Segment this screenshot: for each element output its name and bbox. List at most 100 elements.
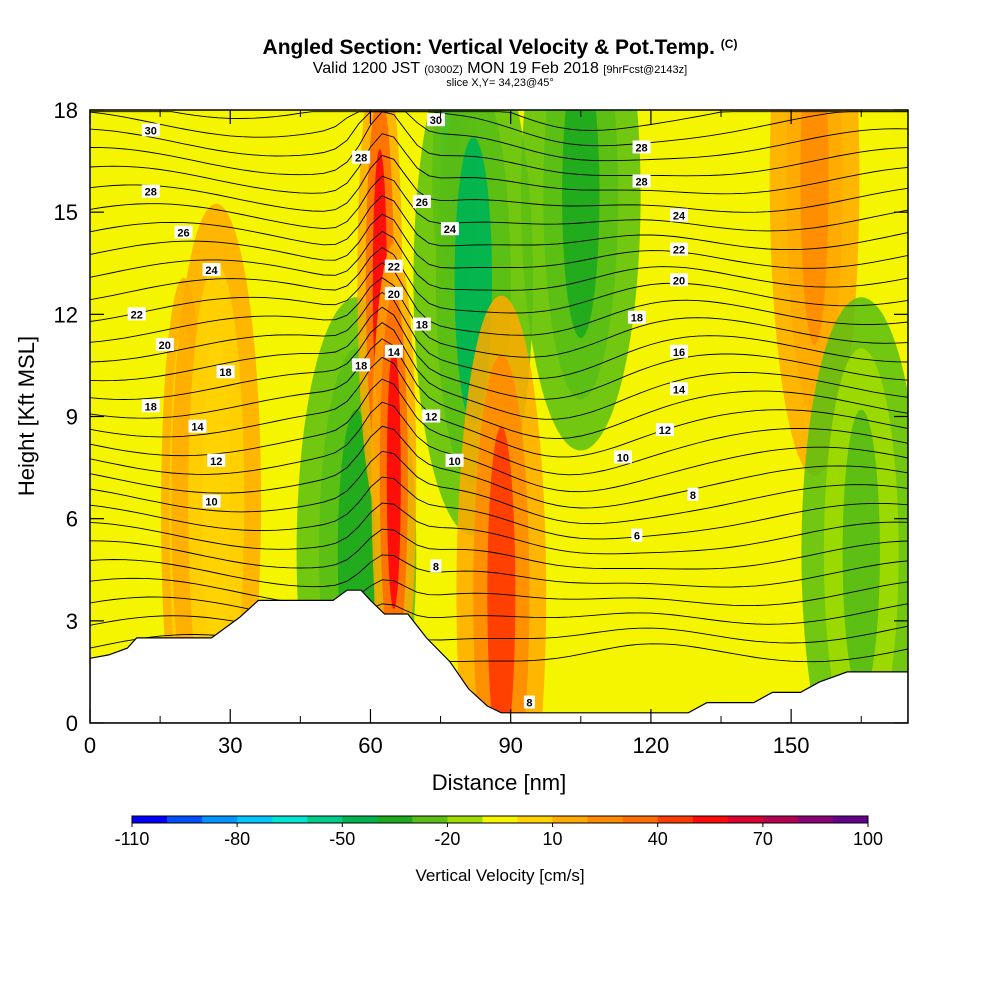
isentrope-label: 26 xyxy=(174,225,193,240)
isentrope-label-text: 22 xyxy=(673,245,685,257)
isentrope-label-bg xyxy=(202,494,221,508)
isentrope-label: 24 xyxy=(669,208,688,223)
isentrope-label: 8 xyxy=(430,559,442,573)
isentrope-line xyxy=(90,111,908,147)
isentrope-label: 24 xyxy=(440,222,459,236)
isentrope-line xyxy=(90,577,908,607)
isentrope-line xyxy=(90,554,908,588)
isentrope-label-bg xyxy=(613,450,632,464)
y-axis: 0 3 6 9 12 15 18 xyxy=(54,98,908,736)
isentrope-label-text: 8 xyxy=(526,698,532,710)
isentrope-label-bg xyxy=(655,423,674,437)
isentrope-line xyxy=(90,213,908,269)
chart-title-text: Angled Section: Vertical Velocity & Pot.… xyxy=(262,36,715,59)
isentrope-label-text: 12 xyxy=(210,456,222,468)
colorbar-swatch xyxy=(727,816,764,823)
isentrope-label: 18 xyxy=(412,317,431,332)
isentrope-label-bg xyxy=(384,344,403,358)
y-axis-title: Height [Kft MSL] xyxy=(14,336,39,496)
isentrope-label-bg xyxy=(155,337,174,351)
terrain-mask xyxy=(90,589,908,723)
isentrope-label-bg xyxy=(669,273,688,287)
isentrope-contours xyxy=(90,111,908,663)
isentrope-line xyxy=(90,230,908,291)
isentrope-label-text: 26 xyxy=(416,197,428,209)
colorbar-swatch xyxy=(797,816,834,823)
isentrope-label-bg xyxy=(669,242,688,256)
isentrope-label-text: 16 xyxy=(673,347,685,359)
isentrope-label-text: 6 xyxy=(634,531,640,543)
isentrope-line xyxy=(90,378,908,476)
isentrope-line xyxy=(90,401,908,493)
isentrope-label-bg xyxy=(216,365,235,379)
colorbar-swatch xyxy=(202,816,238,823)
isentrope-label: 22 xyxy=(669,242,688,257)
isentrope-label: 16 xyxy=(669,344,688,359)
isentrope-label-bg xyxy=(523,695,535,709)
colorbar-swatch xyxy=(482,816,519,823)
isentrope-line xyxy=(90,338,908,440)
isentrope-label: 18 xyxy=(627,310,646,325)
forecast-info: [9hrFcst@2143z] xyxy=(603,64,688,76)
isentrope-label-bg xyxy=(412,194,431,208)
isentrope-label-bg xyxy=(669,208,688,222)
y-tick-label: 0 xyxy=(66,711,78,736)
valid-time-utc: (0300Z) xyxy=(424,64,463,76)
isentrope-labels: 30 28 26 24 22 20 18 18 14 12 10 30 28 26 24 22 20 18 18 14… xyxy=(127,113,699,710)
y-tick-label: 9 xyxy=(66,405,78,430)
isentrope-line xyxy=(90,306,908,400)
colorbar-label: -50 xyxy=(329,829,355,849)
isentrope-label-text: 18 xyxy=(219,367,231,379)
isentrope-line xyxy=(90,502,908,555)
colorbar-swatch xyxy=(517,816,554,823)
isentrope-label: 22 xyxy=(127,307,146,321)
isentrope-label-text: 14 xyxy=(388,347,401,359)
colorbar-swatch xyxy=(307,816,343,823)
x-tick-label: 0 xyxy=(84,733,96,758)
isentrope-line xyxy=(90,246,908,314)
isentrope-label-bg xyxy=(207,453,226,467)
isentrope-label-text: 10 xyxy=(448,456,460,468)
isentrope-label-bg xyxy=(384,286,403,300)
colorbar-frame xyxy=(131,815,869,824)
y-tick-label: 18 xyxy=(54,98,78,123)
isentrope-line xyxy=(90,133,908,195)
valid-time: Valid 1200 JST xyxy=(312,60,420,77)
isentrope-label-text: 28 xyxy=(635,177,647,189)
isentrope-label: 28 xyxy=(141,184,160,199)
x-axis-title: Distance [nm] xyxy=(432,770,567,795)
colorbar-label: -110 xyxy=(115,829,150,849)
isentrope-label: 10 xyxy=(613,450,632,464)
isentrope-label-bg xyxy=(141,399,160,413)
isentrope-label-bg xyxy=(352,150,371,164)
chart-title: Angled Section: Vertical Velocity & Pot.… xyxy=(0,36,1000,60)
colorbar-swatch xyxy=(272,816,308,823)
isentrope-label-bg xyxy=(174,225,193,239)
isentrope-label-bg xyxy=(202,263,221,277)
isentrope-label: 20 xyxy=(669,273,688,287)
isentrope-label-text: 8 xyxy=(690,490,696,502)
isentrope-label: 14 xyxy=(188,419,207,434)
velocity-blob-core xyxy=(386,346,401,609)
isentrope-line xyxy=(90,476,908,540)
colorbar-swatch xyxy=(832,816,869,823)
x-axis: 0 30 60 90 120 150 xyxy=(84,110,862,758)
isentrope-label: 6 xyxy=(631,528,643,543)
isentrope-label-text: 24 xyxy=(205,265,218,277)
slice-info: slice X,Y= 34,23@45° xyxy=(446,77,554,89)
isentrope-label-text: 10 xyxy=(617,452,629,464)
isentrope-label: 12 xyxy=(207,453,226,468)
chart-title-unit: (C) xyxy=(720,37,738,51)
isentrope-label: 12 xyxy=(655,423,674,437)
colorbar-title: Vertical Velocity [cm/s] xyxy=(415,866,584,885)
isentrope-label: 18 xyxy=(352,358,371,372)
isentrope-label-text: 20 xyxy=(159,340,171,352)
isentrope-label: 30 xyxy=(426,113,445,127)
isentrope-label-text: 14 xyxy=(191,422,204,434)
isentrope-label-bg xyxy=(127,307,146,321)
colorbar-swatch xyxy=(622,816,659,823)
isentrope-label-bg xyxy=(631,528,643,542)
isentrope-label-bg xyxy=(412,317,431,331)
isentrope-label-text: 12 xyxy=(425,412,437,424)
